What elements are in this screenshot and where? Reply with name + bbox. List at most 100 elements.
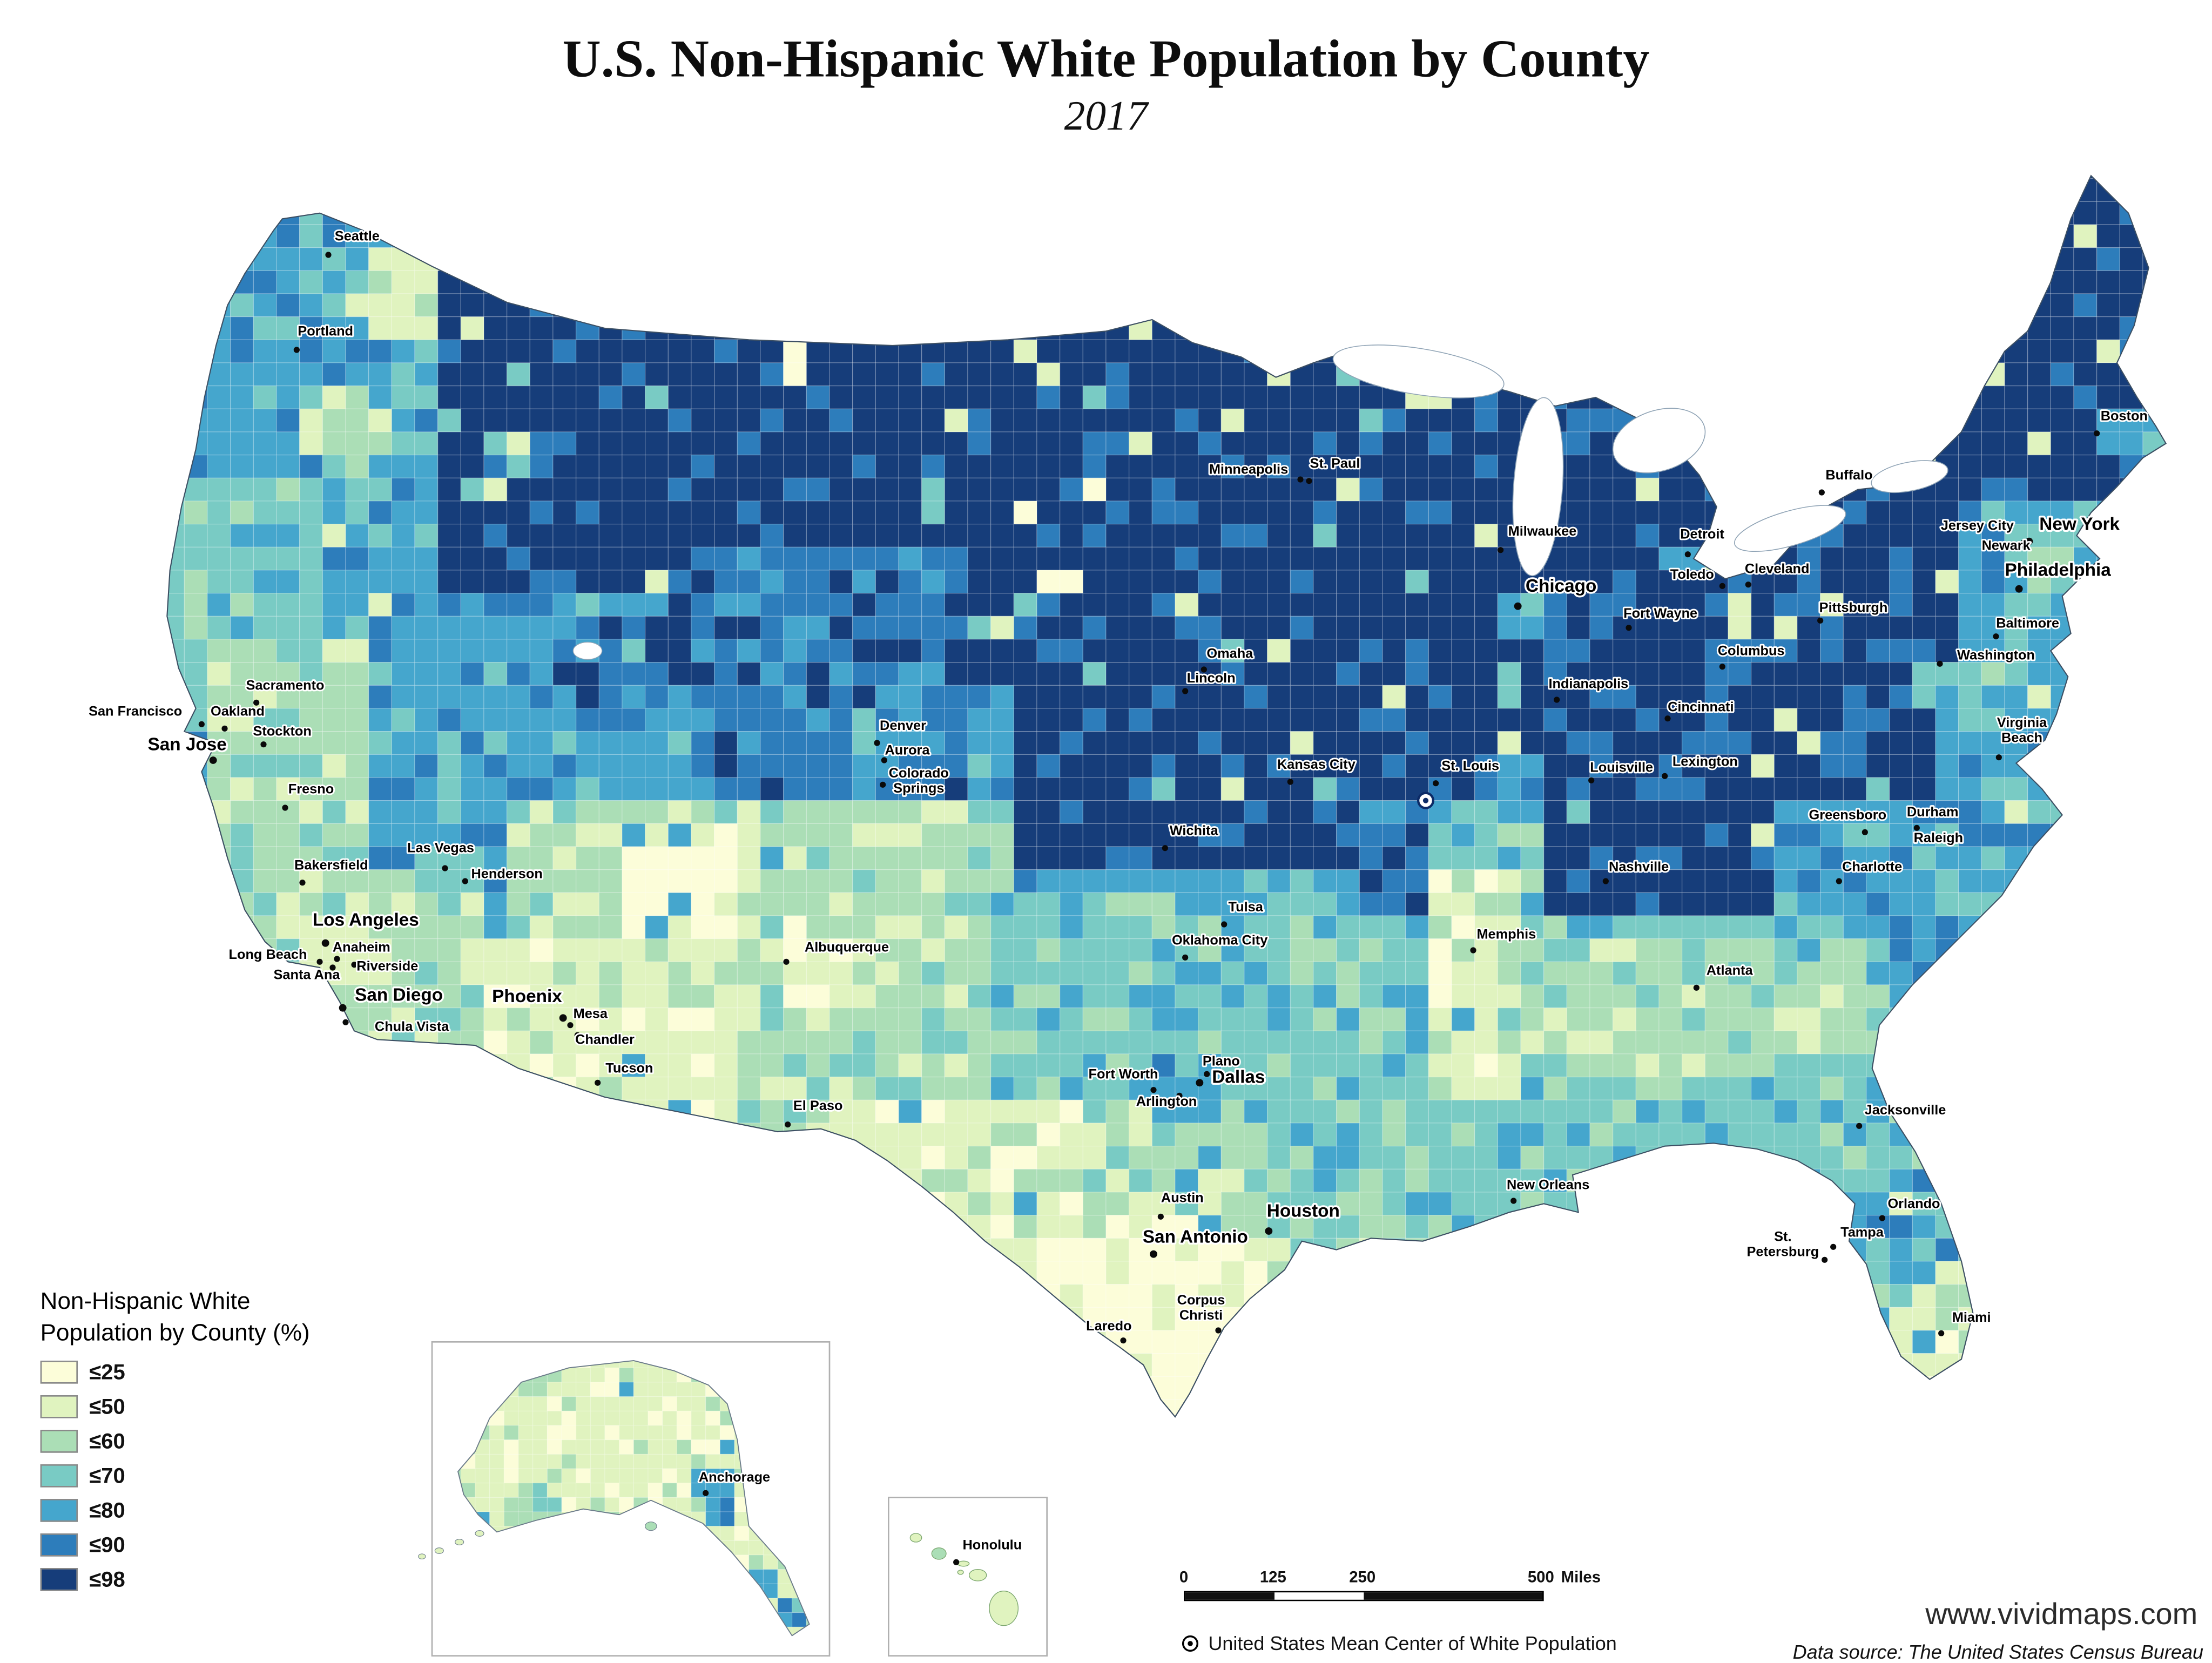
county-cell <box>1036 846 1061 870</box>
county-cell <box>483 501 508 525</box>
county-cell <box>322 477 346 502</box>
county-cell <box>2096 754 2121 778</box>
county-cell <box>2050 1353 2074 1377</box>
county-cell <box>898 570 922 594</box>
county-cell <box>1751 915 1775 939</box>
county-cell <box>2073 1053 2098 1078</box>
county-cell <box>1981 455 2005 479</box>
county-cell <box>184 1215 208 1239</box>
county-cell <box>1474 1168 1499 1193</box>
county-cell <box>1889 1192 1913 1216</box>
county-cell <box>1405 1215 1429 1239</box>
county-cell <box>1105 339 1130 363</box>
county-cell <box>1313 431 1337 456</box>
county-cell <box>115 478 138 501</box>
county-cell <box>1220 1376 1245 1400</box>
county-cell <box>622 823 646 847</box>
county-cell <box>921 178 946 202</box>
county-cell <box>1773 1030 1798 1054</box>
county-cell <box>1682 293 1706 317</box>
county-cell <box>1981 1053 2005 1078</box>
county-cell <box>507 1353 531 1377</box>
county-cell <box>852 455 876 479</box>
county-cell <box>1474 1376 1499 1400</box>
county-cell <box>1751 961 1775 985</box>
county-cell <box>2166 1100 2189 1123</box>
county-cell <box>967 1192 992 1216</box>
county-cell <box>806 823 830 847</box>
county-cell <box>1704 270 1729 294</box>
county-cell <box>138 1100 161 1123</box>
county-cell <box>1566 224 1590 248</box>
county-cell <box>1843 1077 1867 1101</box>
county-cell <box>2096 175 2121 179</box>
county-cell <box>944 616 968 640</box>
county-cell <box>253 915 277 939</box>
county-cell <box>1728 662 1752 686</box>
county-cell <box>1866 938 1890 963</box>
county-cell <box>460 1053 484 1078</box>
county-cell <box>1474 408 1499 432</box>
county-cell <box>1220 685 1245 709</box>
county-cell <box>1658 961 1683 985</box>
county-cell <box>576 1053 600 1078</box>
county-cell <box>276 639 300 663</box>
county-cell <box>1359 316 1383 341</box>
county-cell <box>1013 1215 1037 1239</box>
county-cell <box>167 293 185 317</box>
county-cell <box>1013 754 1037 778</box>
county-cell <box>1935 1399 1959 1417</box>
county-cell <box>1336 892 1360 916</box>
county-cell <box>322 201 346 225</box>
county-cell <box>2004 777 2028 801</box>
county-cell <box>1843 293 1867 317</box>
county-cell <box>167 1030 185 1054</box>
county-cell <box>1198 800 1222 824</box>
county-cell <box>645 431 669 456</box>
county-cell <box>1082 1353 1107 1377</box>
county-cell <box>460 731 484 755</box>
county-cell <box>2166 524 2189 547</box>
county-cell <box>967 731 992 755</box>
county-cell <box>1589 1123 1614 1147</box>
county-cell <box>1889 175 1913 179</box>
county-cell <box>368 1030 393 1054</box>
county-cell <box>230 408 254 432</box>
county-cell <box>898 754 922 778</box>
county-cell <box>437 800 462 824</box>
county-cell <box>1704 1284 1729 1308</box>
county-cell <box>1382 800 1406 824</box>
county-cell <box>622 593 646 617</box>
county-cell <box>1451 477 1475 502</box>
county-cell <box>1105 293 1130 317</box>
county-cell <box>1382 731 1406 755</box>
county-cell <box>529 1261 554 1285</box>
county-cell <box>1589 685 1614 709</box>
county-cell <box>1105 1168 1130 1193</box>
county-cell <box>1105 892 1130 916</box>
county-cell <box>1313 1192 1337 1216</box>
county-cell <box>1244 869 1268 894</box>
county-cell <box>1474 178 1499 202</box>
county-cell <box>1405 247 1429 272</box>
county-cell <box>230 293 254 317</box>
county-cell <box>345 293 369 317</box>
county-cell <box>1474 961 1499 985</box>
county-cell <box>230 1192 254 1216</box>
county-cell <box>737 247 761 272</box>
county-cell <box>345 1099 369 1124</box>
county-cell <box>276 708 300 732</box>
county-cell <box>1082 546 1107 571</box>
county-cell <box>1336 1053 1360 1078</box>
county-cell <box>1797 731 1821 755</box>
county-cell <box>2166 732 2189 755</box>
county-cell <box>1405 408 1429 432</box>
county-cell <box>1451 247 1475 272</box>
county-cell <box>1866 408 1890 432</box>
county-cell <box>1474 1123 1499 1147</box>
county-cell <box>1336 316 1360 341</box>
county-cell <box>368 477 393 502</box>
county-cell <box>1566 1099 1590 1124</box>
county-cell <box>1313 1330 1337 1354</box>
county-cell <box>898 501 922 525</box>
